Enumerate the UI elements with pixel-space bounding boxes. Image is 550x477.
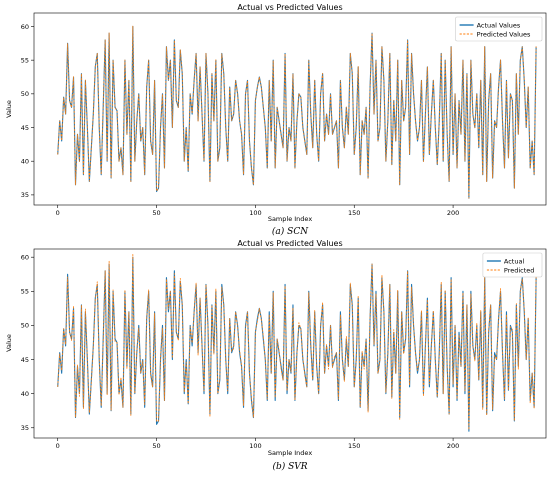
plot-area: 0 50 100 150 200 35 40 45 50 55 60 Actual ValuesPre… [21, 16, 543, 217]
legend-label: Actual [504, 257, 525, 265]
legend-label: Actual Values [477, 21, 521, 29]
x-tick-label: 200 [447, 442, 459, 450]
x-tick-label: 50 [152, 209, 160, 217]
y-tick-label: 45 [21, 124, 29, 132]
y-axis-label: Value [5, 100, 13, 118]
x-axis-label: Sample Index [268, 215, 312, 223]
series-line-predicted [57, 25, 537, 199]
y-tick-label: 45 [21, 356, 29, 364]
chart-caption: (a) SCN [272, 226, 309, 237]
x-tick-label: 200 [447, 209, 459, 217]
y-tick-label: 55 [21, 56, 29, 64]
x-tick-label: 150 [348, 209, 360, 217]
y-tick-label: 60 [21, 23, 29, 31]
legend-box [482, 252, 543, 278]
x-tick-label: 100 [249, 209, 261, 217]
x-tick-label: 0 [56, 209, 60, 217]
y-tick-label: 60 [21, 253, 29, 261]
plot-frame [33, 248, 547, 439]
y-tick-label: 50 [21, 322, 29, 330]
y-tick-label: 55 [21, 288, 29, 296]
x-tick-label: 150 [348, 442, 360, 450]
x-tick-label: 0 [56, 442, 60, 450]
legend-label: Predicted [504, 266, 535, 274]
x-tick-label: 50 [152, 442, 160, 450]
chart-svr: Actual vs Predicted Values 0 50 100 150 200 3… [5, 239, 547, 472]
chart-title: Actual vs Predicted Values [237, 239, 342, 248]
x-axis-label: Sample Index [268, 449, 312, 457]
y-tick-label: 40 [21, 158, 29, 166]
plot-frame [33, 12, 547, 206]
legend-box [455, 16, 543, 42]
y-tick-label: 40 [21, 390, 29, 398]
legend-label: Predicted Values [477, 30, 531, 38]
y-axis-label: Value [5, 334, 13, 352]
chart-scn: Actual vs Predicted Values 0 50 100 150 200 3… [5, 3, 547, 237]
chart-title: Actual vs Predicted Values [237, 3, 342, 12]
y-tick-label: 35 [21, 424, 29, 432]
x-tick-label: 100 [249, 442, 261, 450]
y-tick-label: 35 [21, 191, 29, 199]
y-tick-label: 50 [21, 90, 29, 98]
series-line-predicted [57, 254, 537, 431]
chart-caption: (b) SVR [272, 461, 307, 472]
